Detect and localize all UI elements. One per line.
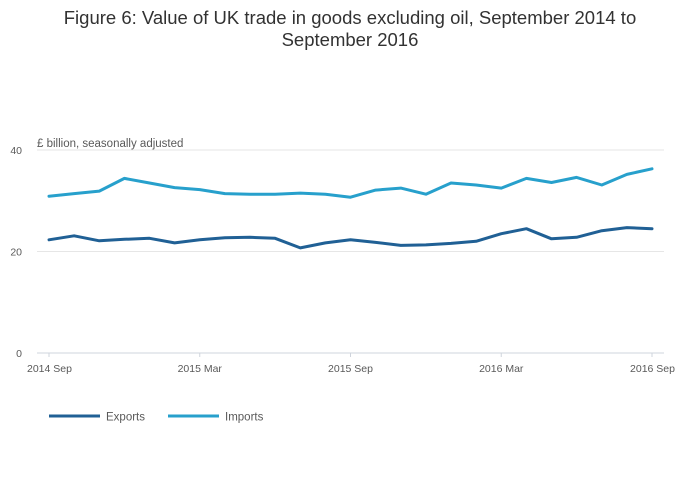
legend-item-imports[interactable]: Imports xyxy=(168,412,264,424)
legend-item-exports[interactable]: Exports xyxy=(49,412,145,424)
y-tick-label: 20 xyxy=(10,247,22,259)
x-tick-label: 2015 Mar xyxy=(178,363,223,375)
x-tick-label: 2014 Sep xyxy=(27,363,72,375)
y-axis-ticks: 0 20 40 xyxy=(10,145,22,360)
x-tick-label: 2015 Sep xyxy=(328,363,373,375)
y-tick-label: 0 xyxy=(16,348,22,360)
x-tick-label: 2016 Sep xyxy=(630,363,675,375)
series-line-imports[interactable] xyxy=(47,167,654,199)
legend[interactable]: Exports Imports xyxy=(49,412,264,424)
chart-title-line-1: Figure 6: Value of UK trade in goods exc… xyxy=(64,7,636,28)
legend-label: Imports xyxy=(225,412,264,424)
y-tick-label: 40 xyxy=(10,145,22,157)
chart-title: Figure 6: Value of UK trade in goods exc… xyxy=(64,7,636,50)
series-line-exports[interactable] xyxy=(47,226,654,250)
x-axis-ticks: 2014 Sep 2015 Mar 2015 Sep 2016 Mar 2016 Sep xyxy=(27,353,675,375)
chart-title-line-2: September 2016 xyxy=(282,29,419,50)
data-series xyxy=(47,167,654,250)
y-axis-unit-label: £ billion, seasonally adjusted xyxy=(37,138,183,150)
x-tick-label: 2016 Mar xyxy=(479,363,524,375)
legend-label: Exports xyxy=(106,412,145,424)
